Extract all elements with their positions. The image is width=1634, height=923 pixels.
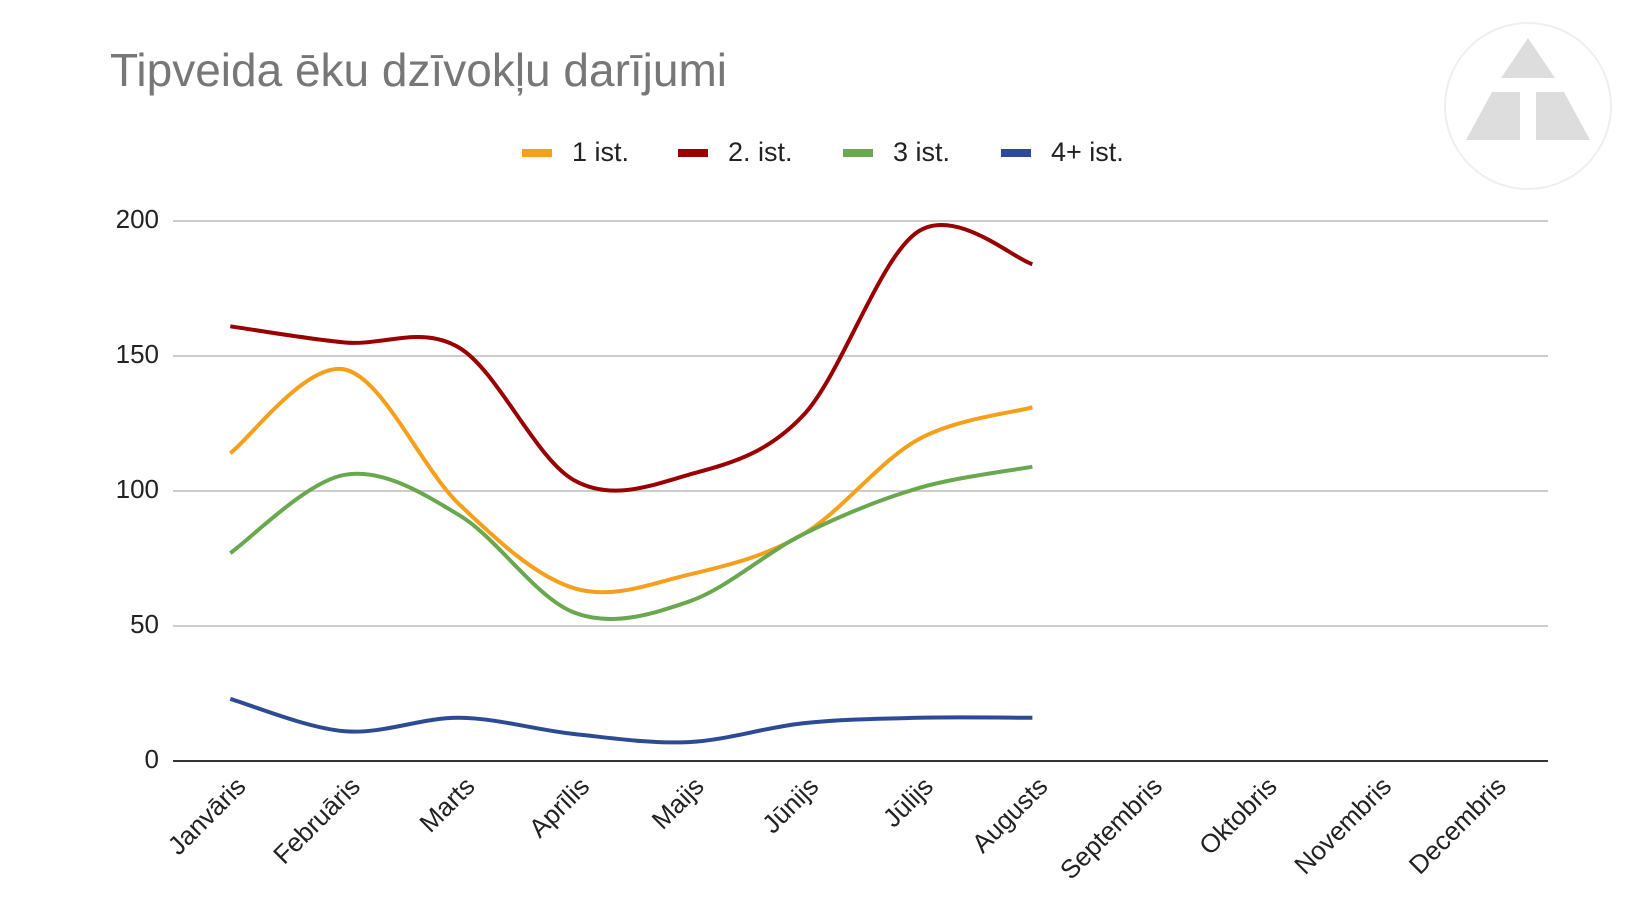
series-line bbox=[229, 696, 1033, 745]
y-tick-label: 100 bbox=[116, 474, 159, 504]
x-tick-label: Septembris bbox=[1054, 771, 1168, 885]
legend-label: 1 ist. bbox=[572, 137, 629, 167]
y-tick-label: 200 bbox=[116, 204, 159, 234]
y-tick-label: 150 bbox=[116, 339, 159, 369]
x-tick-label: Oktobris bbox=[1193, 771, 1283, 861]
x-tick-label: Decembris bbox=[1403, 771, 1512, 880]
x-tick-label: Aprīlis bbox=[523, 771, 595, 843]
x-tick-label: Augusts bbox=[966, 771, 1054, 859]
legend-label: 3 ist. bbox=[893, 137, 950, 167]
x-tick-label: Janvāris bbox=[162, 771, 252, 861]
series-line bbox=[229, 367, 1033, 595]
x-tick-label: Jūnijs bbox=[756, 771, 824, 839]
y-tick-label: 0 bbox=[145, 744, 159, 774]
series-line bbox=[230, 223, 1034, 493]
series-line bbox=[229, 464, 1033, 621]
y-tick-label: 50 bbox=[130, 609, 159, 639]
x-tick-label: Marts bbox=[413, 771, 480, 838]
x-tick-label: Novembris bbox=[1288, 771, 1397, 880]
chart-title: Tipveida ēku dzīvokļu darījumi bbox=[110, 44, 727, 96]
x-tick-label: Februāris bbox=[267, 771, 366, 870]
x-tick-label: Maijs bbox=[646, 771, 710, 835]
legend-label: 4+ ist. bbox=[1051, 137, 1124, 167]
x-tick-label: Jūlijs bbox=[877, 771, 939, 833]
logo bbox=[1444, 22, 1612, 190]
legend-label: 2. ist. bbox=[728, 137, 793, 167]
